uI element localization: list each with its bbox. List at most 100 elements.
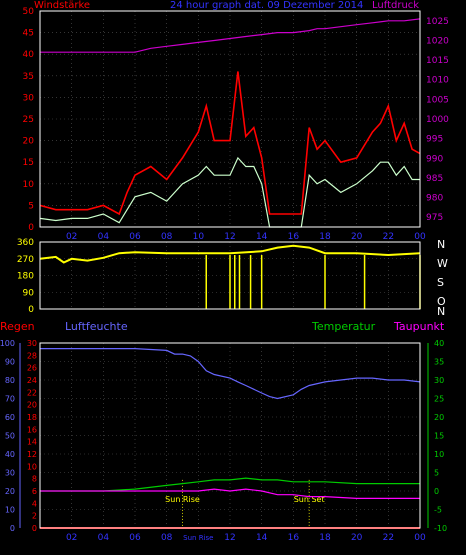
rain-ytick-label: 30 [27,339,37,348]
temp-ytick-label: 25 [434,395,444,404]
pressure-ytick-label: 1010 [426,76,449,86]
wind-xtick-label: 02 [66,232,77,242]
humidity-ytick-label: 70 [5,395,15,404]
direction-ytick-label: 0 [28,305,34,315]
humidity-ytick-label: 50 [5,432,15,441]
temp-ytick-label: 5 [434,469,439,478]
rain-ytick-label: 4 [32,499,37,508]
humidity-xtick-label: 22 [383,533,394,543]
wind-ytick-label: 30 [23,93,35,103]
wind-ytick-label: 50 [23,7,35,17]
wind-xtick-label: 00 [414,232,426,242]
pressure-ytick-label: 1025 [426,17,449,27]
compass-n-bottom: N [437,305,445,318]
wind-xtick-label: 12 [224,232,235,242]
humidity-ytick-label: 80 [5,376,15,385]
wind-panel-frame [39,10,421,228]
wind-avg-line [39,156,420,228]
humidity-xtick-label: 02 [66,533,77,543]
graph-date-title: 24 hour graph dat. 09 Dezember 2014 [170,0,363,11]
humidity-ytick-label: 10 [5,506,15,515]
compass-w: W [437,257,448,270]
wind-ytick-label: 25 [23,115,34,125]
humidity-ytick-label: 90 [5,358,15,367]
plot-layer: 0510152025303540455097598098599099510001… [0,7,449,543]
wind-ytick-label: 10 [23,180,35,190]
luftfeuchte-label: Luftfeuchte [65,320,128,333]
pressure-ytick-label: 985 [426,174,443,184]
humidity-ytick-label: 100 [0,339,15,348]
rain-ytick-label: 16 [27,425,37,434]
temp-ytick-label: -5 [434,506,442,515]
temp-ytick-label: 10 [434,450,444,459]
temp-ytick-label: 0 [434,487,439,496]
humidity-xtick-label: 16 [288,533,300,543]
compass-o: O [437,295,446,308]
rain-ytick-label: 22 [27,388,37,397]
pressure-ytick-label: 1020 [426,36,449,46]
humidity-xtick-label: 08 [161,533,173,543]
humidity-xtick-label: 00 [414,533,426,543]
wind-xtick-label: 22 [383,232,394,242]
wind-xtick-label: 06 [129,232,141,242]
sun-annotation: Sun Rise [165,495,200,504]
temp-ytick-label: 30 [434,376,444,385]
humidity-panel-frame [39,342,421,529]
wind-xtick-label: 08 [161,232,173,242]
rain-ytick-label: 6 [32,487,37,496]
temp-ytick-label: 35 [434,358,444,367]
humidity-line [40,348,421,400]
humidity-xtick-label: 18 [319,533,331,543]
rain-ytick-label: 20 [27,401,37,410]
humidity-ytick-label: 0 [10,524,15,533]
direction-line [39,244,421,264]
temp-ytick-label: 40 [434,339,444,348]
taupunkt-label: Taupunkt [393,320,445,333]
humidity-ytick-label: 30 [5,469,15,478]
temp-ytick-label: 15 [434,432,444,441]
rain-ytick-label: 14 [27,438,37,447]
wind-ytick-label: 5 [28,201,34,211]
sun-annotation: Sun Set [294,495,325,504]
humidity-xtick-label: 14 [256,533,268,543]
pressure-ytick-label: 995 [426,135,443,145]
rain-ytick-label: 0 [32,524,37,533]
wind-xtick-label: 20 [351,232,363,242]
regen-label: Regen [0,320,35,333]
rain-ytick-label: 24 [27,376,37,385]
dewpoint-line [40,488,420,499]
rain-ytick-label: 28 [27,351,37,360]
temperature-line [40,477,420,492]
rain-ytick-label: 8 [32,475,37,484]
rain-ytick-label: 10 [27,462,37,471]
wind-ytick-label: 40 [23,50,35,60]
humidity-ytick-label: 40 [5,450,15,459]
temperatur-label: Temperatur [311,320,376,333]
pressure-line [40,18,421,53]
wind-xtick-label: 18 [319,232,331,242]
wind-xtick-label: 04 [98,232,110,242]
direction-ytick-label: 360 [17,238,34,248]
humidity-ytick-label: 20 [5,487,15,496]
wind-ytick-label: 45 [23,29,34,39]
rain-ytick-label: 12 [27,450,37,459]
pressure-ytick-label: 975 [426,213,443,223]
pressure-ytick-label: 990 [426,154,443,164]
wind-xtick-label: 14 [256,232,268,242]
temp-ytick-label: -10 [434,524,447,533]
rain-ytick-label: 2 [32,512,37,521]
wind-gust-line [39,71,421,216]
rain-ytick-label: 18 [27,413,37,422]
humidity-xtick-label: 06 [129,533,141,543]
humidity-xtick-label: Sun Rise [183,534,213,542]
pressure-ytick-label: 980 [426,194,443,204]
wind-ytick-label: 35 [23,72,34,82]
direction-ytick-label: 180 [17,272,34,282]
pressure-ytick-label: 1015 [426,56,449,66]
direction-ytick-label: 90 [23,288,35,298]
wind-ytick-label: 15 [23,158,34,168]
pressure-ytick-label: 1000 [426,115,449,125]
humidity-xtick-label: 12 [224,533,235,543]
direction-panel-frame [39,241,421,310]
